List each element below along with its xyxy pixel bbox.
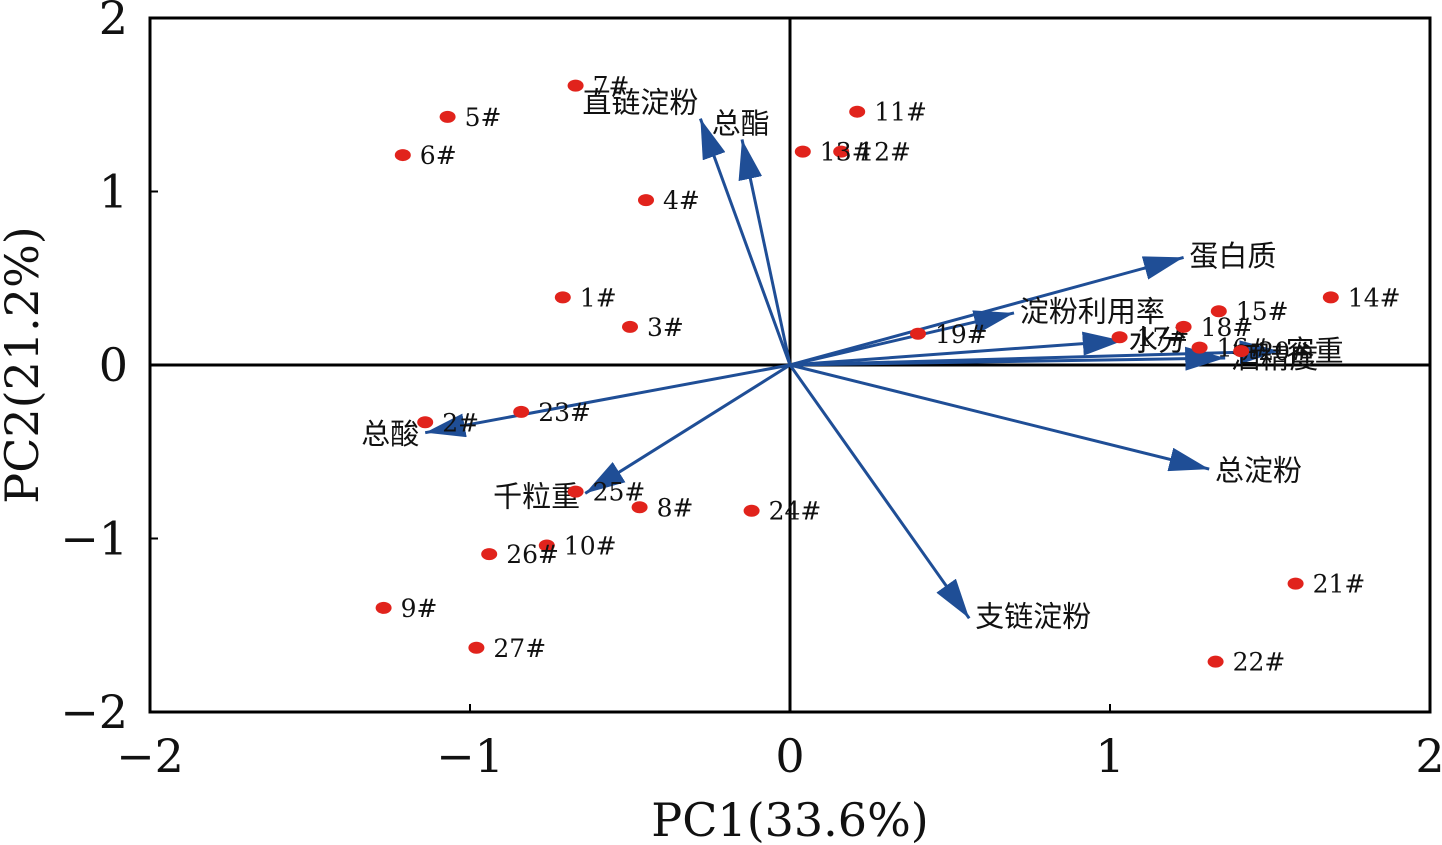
loading-vector <box>789 346 1226 371</box>
loading-vector-label: 千粒重 <box>493 480 580 514</box>
score-point <box>631 501 648 514</box>
score-point <box>567 485 584 498</box>
score-point-label: 5# <box>465 103 502 132</box>
score-point-label: 3# <box>647 313 684 342</box>
loading-vector <box>788 364 971 620</box>
score-point-label: 11# <box>874 98 927 127</box>
score-point-label: 13# <box>820 138 873 167</box>
score-point-label: 18# <box>1201 313 1254 342</box>
score-point-label: 24# <box>769 497 822 526</box>
loading-vector-label: 总淀粉 <box>1215 454 1302 488</box>
score-point-label: 7# <box>593 72 630 101</box>
score-point <box>439 110 456 123</box>
score-point <box>1175 320 1192 333</box>
score-point <box>833 145 850 158</box>
score-point-label: 8# <box>657 493 694 522</box>
score-point-label: 9# <box>401 594 438 623</box>
loading-vector <box>789 363 1210 472</box>
loading-vector-label: 总酸 <box>361 417 419 451</box>
x-axis: −2 −1 0 1 2 <box>116 704 1442 783</box>
score-point-label: 25# <box>593 478 646 507</box>
loading-vector <box>584 363 791 495</box>
score-point <box>1207 655 1224 668</box>
score-point <box>622 320 638 333</box>
score-point-label: 21# <box>1313 570 1366 599</box>
score-point <box>468 641 485 654</box>
score-point <box>538 539 555 552</box>
loading-vector-label: 总酯 <box>712 106 770 140</box>
score-point <box>910 327 926 340</box>
x-axis-title: PC1(33.6%) <box>651 793 928 845</box>
score-point <box>1233 345 1250 358</box>
loading-vector-label: 支链淀粉 <box>975 599 1091 633</box>
x-tick-label: −2 <box>116 729 184 783</box>
y-tick-label: 2 <box>99 0 128 45</box>
score-point <box>743 504 760 517</box>
score-point-label: 10# <box>564 531 617 560</box>
score-point <box>1322 291 1339 304</box>
score-point-label: 6# <box>420 141 457 170</box>
y-axis-title: PC2(21.2%) <box>0 226 49 503</box>
score-point-label: 2# <box>442 408 479 437</box>
y-tick-label: 0 <box>99 338 128 392</box>
loading-vector <box>789 331 1123 367</box>
x-tick-label: 2 <box>1415 729 1442 783</box>
score-point <box>1191 341 1208 354</box>
score-point <box>394 149 411 162</box>
score-point <box>554 291 571 304</box>
score-point <box>513 405 530 418</box>
x-tick-label: 0 <box>775 729 804 783</box>
score-point <box>794 145 811 158</box>
score-point-label: 4# <box>663 186 700 215</box>
loading-vector-label: 蛋白质 <box>1189 239 1276 273</box>
score-point-label: 20# <box>1258 337 1311 366</box>
score-point <box>417 416 434 429</box>
y-axis: 2 1 0 −1 −2 <box>60 0 158 739</box>
score-point <box>375 601 392 614</box>
y-tick-label: −1 <box>60 512 128 566</box>
score-points: 1#2#3#4#5#6#7#8#9#10#11#12#13#14#15#16#1… <box>375 72 1401 677</box>
loading-vector-label: 容重 <box>1286 334 1344 368</box>
score-point <box>849 105 866 118</box>
loading-vector <box>789 310 1015 367</box>
score-point-label: 22# <box>1233 648 1286 677</box>
score-point-label: 23# <box>538 398 591 427</box>
score-point <box>1287 577 1304 590</box>
score-point <box>638 194 654 207</box>
x-tick-label: −1 <box>436 729 504 783</box>
y-tick-label: −2 <box>60 685 128 739</box>
loading-vector <box>698 118 792 366</box>
score-point-label: 15# <box>1236 297 1289 326</box>
score-point <box>1210 305 1227 318</box>
y-tick-label: 1 <box>99 165 128 219</box>
score-point <box>567 79 584 92</box>
score-point-label: 12# <box>858 138 911 167</box>
score-point-label: 14# <box>1348 283 1401 312</box>
score-point <box>1111 331 1128 344</box>
loading-vector-label: 淀粉利用率 <box>1020 295 1165 329</box>
loading-vector <box>424 363 791 438</box>
score-point-label: 1# <box>580 283 617 312</box>
loading-vector <box>738 139 792 366</box>
score-point-label: 26# <box>506 540 559 569</box>
loading-vector-label: 直链淀粉 <box>582 86 698 120</box>
score-point-label: 27# <box>493 634 546 663</box>
score-point <box>481 548 498 561</box>
score-point-label: 19# <box>935 320 988 349</box>
x-tick-label: 1 <box>1095 729 1124 783</box>
